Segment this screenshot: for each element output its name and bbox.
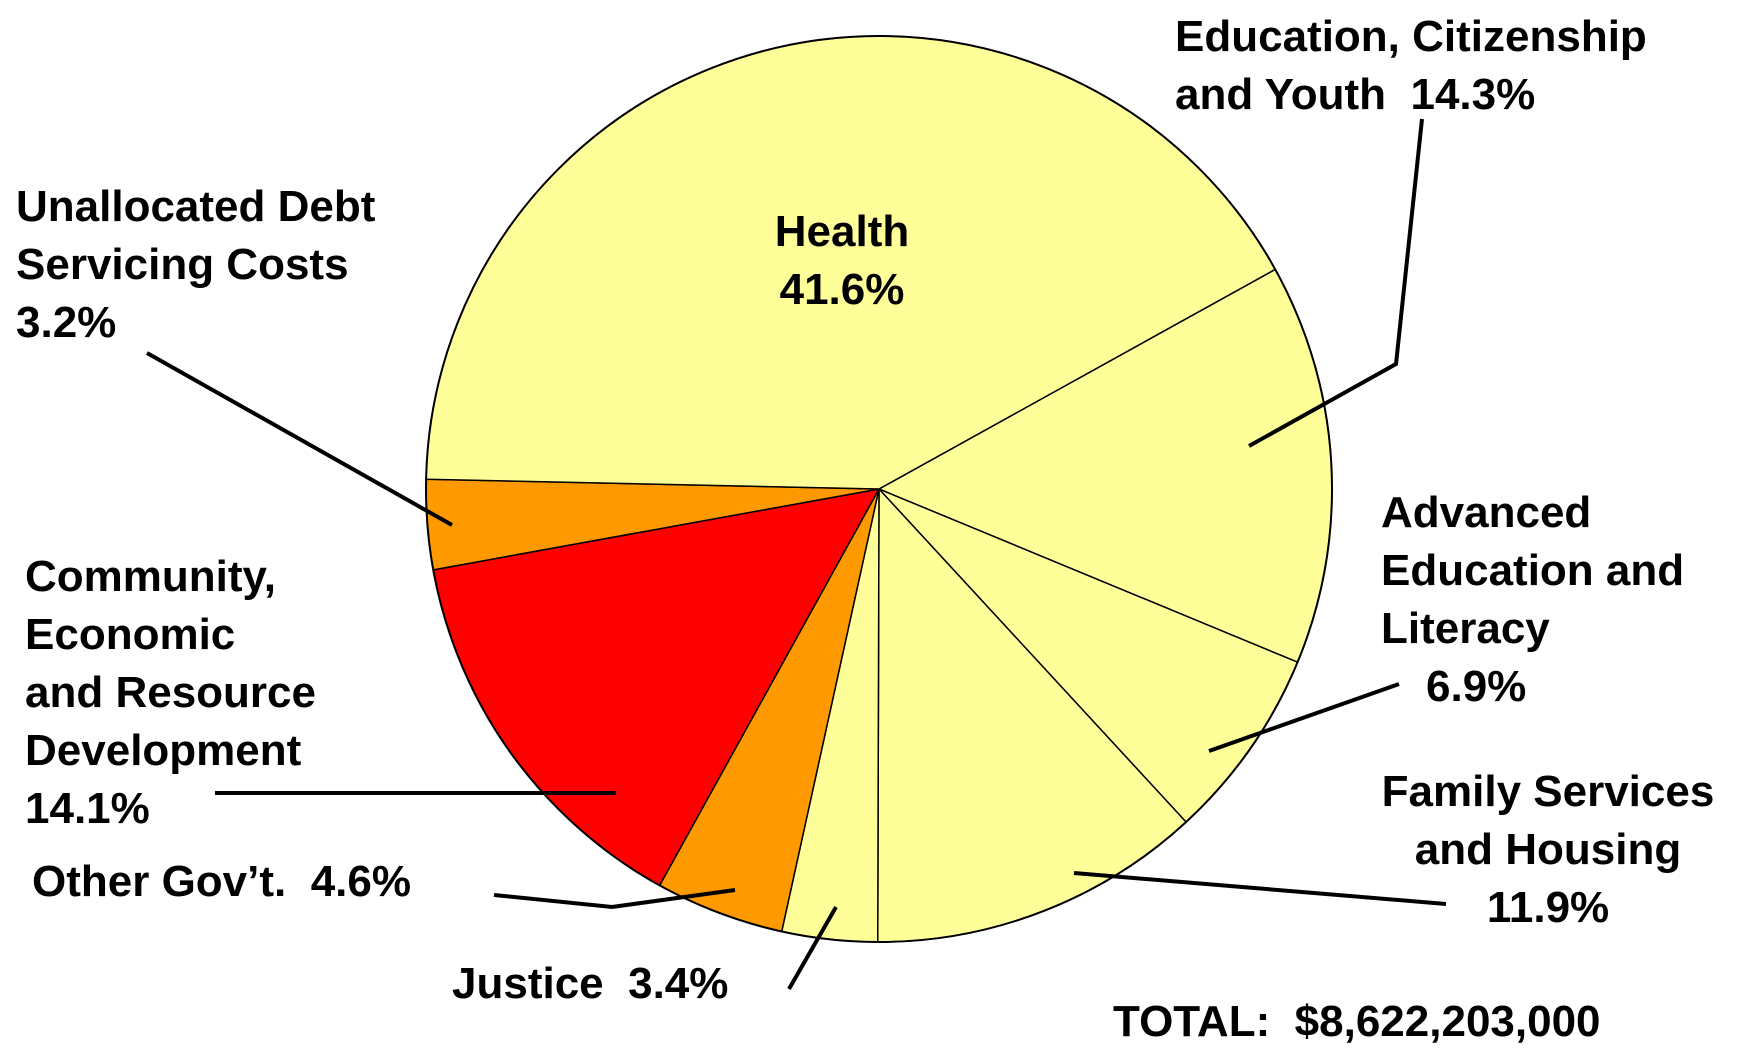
slice-label: Unallocated Debt Servicing Costs 3.2% (16, 178, 375, 352)
value-label: 14.3% (1410, 70, 1536, 119)
category-name: Unallocated Debt Servicing Costs (16, 182, 376, 289)
category-name: Education, Citizenship and Youth (1175, 12, 1647, 119)
pie-outline (425, 35, 1333, 943)
category-name: Justice (452, 959, 604, 1008)
slice-label: Other Gov’t. 4.6% (32, 853, 411, 911)
value-label: 3.4% (628, 959, 729, 1008)
category-name: Other Gov’t. (32, 857, 287, 906)
leader-line (1248, 118, 1424, 448)
value-label: 6.9% (1426, 662, 1527, 711)
leader-line (1073, 871, 1447, 906)
category-name: Family Services and Housing (1381, 767, 1715, 874)
value-label: 14.1% (25, 784, 150, 833)
leader-line (787, 906, 838, 990)
value-label: 4.6% (310, 857, 411, 906)
slice-label: Justice 3.4% (452, 955, 728, 1013)
category-name: Advanced Education and Literacy (1381, 488, 1685, 653)
slice-label: Education, Citizenship and Youth 14.3% (1175, 8, 1647, 124)
total-label: TOTAL: $8,622,203,000 (1113, 997, 1601, 1046)
leader-line (493, 888, 736, 910)
category-name: Health (774, 207, 910, 256)
slice-label: Health 41.6% (642, 203, 1042, 319)
category-name: Community, Economic and Resource Develop… (25, 552, 316, 775)
value-label: 41.6% (779, 265, 905, 314)
slice-label: Advanced Education and Literacy 6.9% (1381, 484, 1684, 716)
leader-line (1208, 682, 1400, 753)
value-label: 11.9% (1486, 883, 1610, 932)
slice-label: Community, Economic and Resource Develop… (25, 548, 316, 838)
slice-label: Family Services and Housing 11.9% (1348, 763, 1748, 937)
leader-line (146, 351, 453, 527)
value-label: 3.2% (16, 298, 117, 347)
